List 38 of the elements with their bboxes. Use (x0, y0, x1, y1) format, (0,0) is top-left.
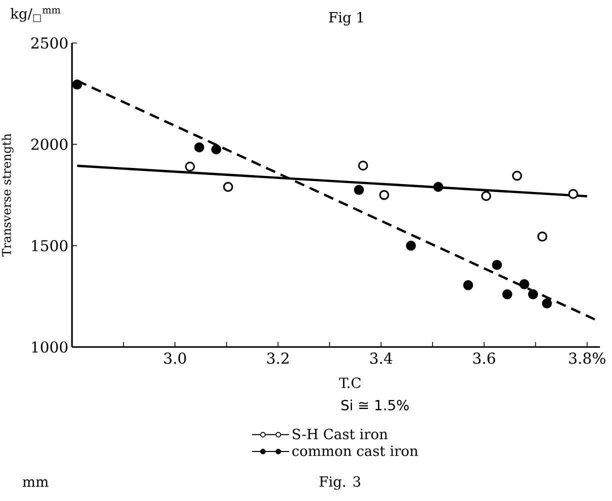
point (528, 289, 538, 300)
x-tick-label: 3.4 (370, 352, 392, 364)
point (358, 160, 368, 171)
y-tick-label: 1000 (32, 341, 68, 353)
point (72, 80, 82, 90)
point (519, 279, 530, 290)
point (406, 240, 416, 251)
point (194, 142, 204, 152)
x-axis-title: T.C (339, 378, 361, 388)
point (211, 144, 222, 154)
y-axis-title: Transverse strength (2, 134, 14, 257)
legend-label: S-H Cast iron (292, 428, 388, 440)
legend-label: common cast iron (292, 446, 418, 456)
x-tick-label: 3.6 (473, 352, 496, 364)
x-tick-label: 3.0 (164, 352, 186, 364)
point (568, 188, 578, 199)
caption: Fig. 3 (320, 476, 360, 490)
point (492, 260, 502, 270)
text: kg/$_{□}$mm (10, 8, 60, 22)
point (481, 191, 492, 202)
text: mm (22, 479, 48, 487)
chart-title: Fig 1 (329, 12, 363, 26)
point (502, 289, 512, 300)
x-tick-label: 3.2 (267, 352, 288, 364)
point (512, 170, 522, 181)
y-tick-label: 1500 (32, 240, 68, 252)
y-tick-label: 2500 (31, 37, 68, 49)
point (537, 232, 548, 242)
point (463, 280, 474, 290)
x-tick-label: 3.8% (569, 352, 606, 364)
point (184, 162, 195, 172)
text: Si ≅ 1.5% (341, 400, 409, 410)
point (354, 184, 364, 195)
point (223, 182, 234, 192)
point (542, 298, 552, 308)
point (433, 182, 444, 192)
point (379, 190, 390, 200)
y-tick-label: 2000 (31, 138, 68, 150)
